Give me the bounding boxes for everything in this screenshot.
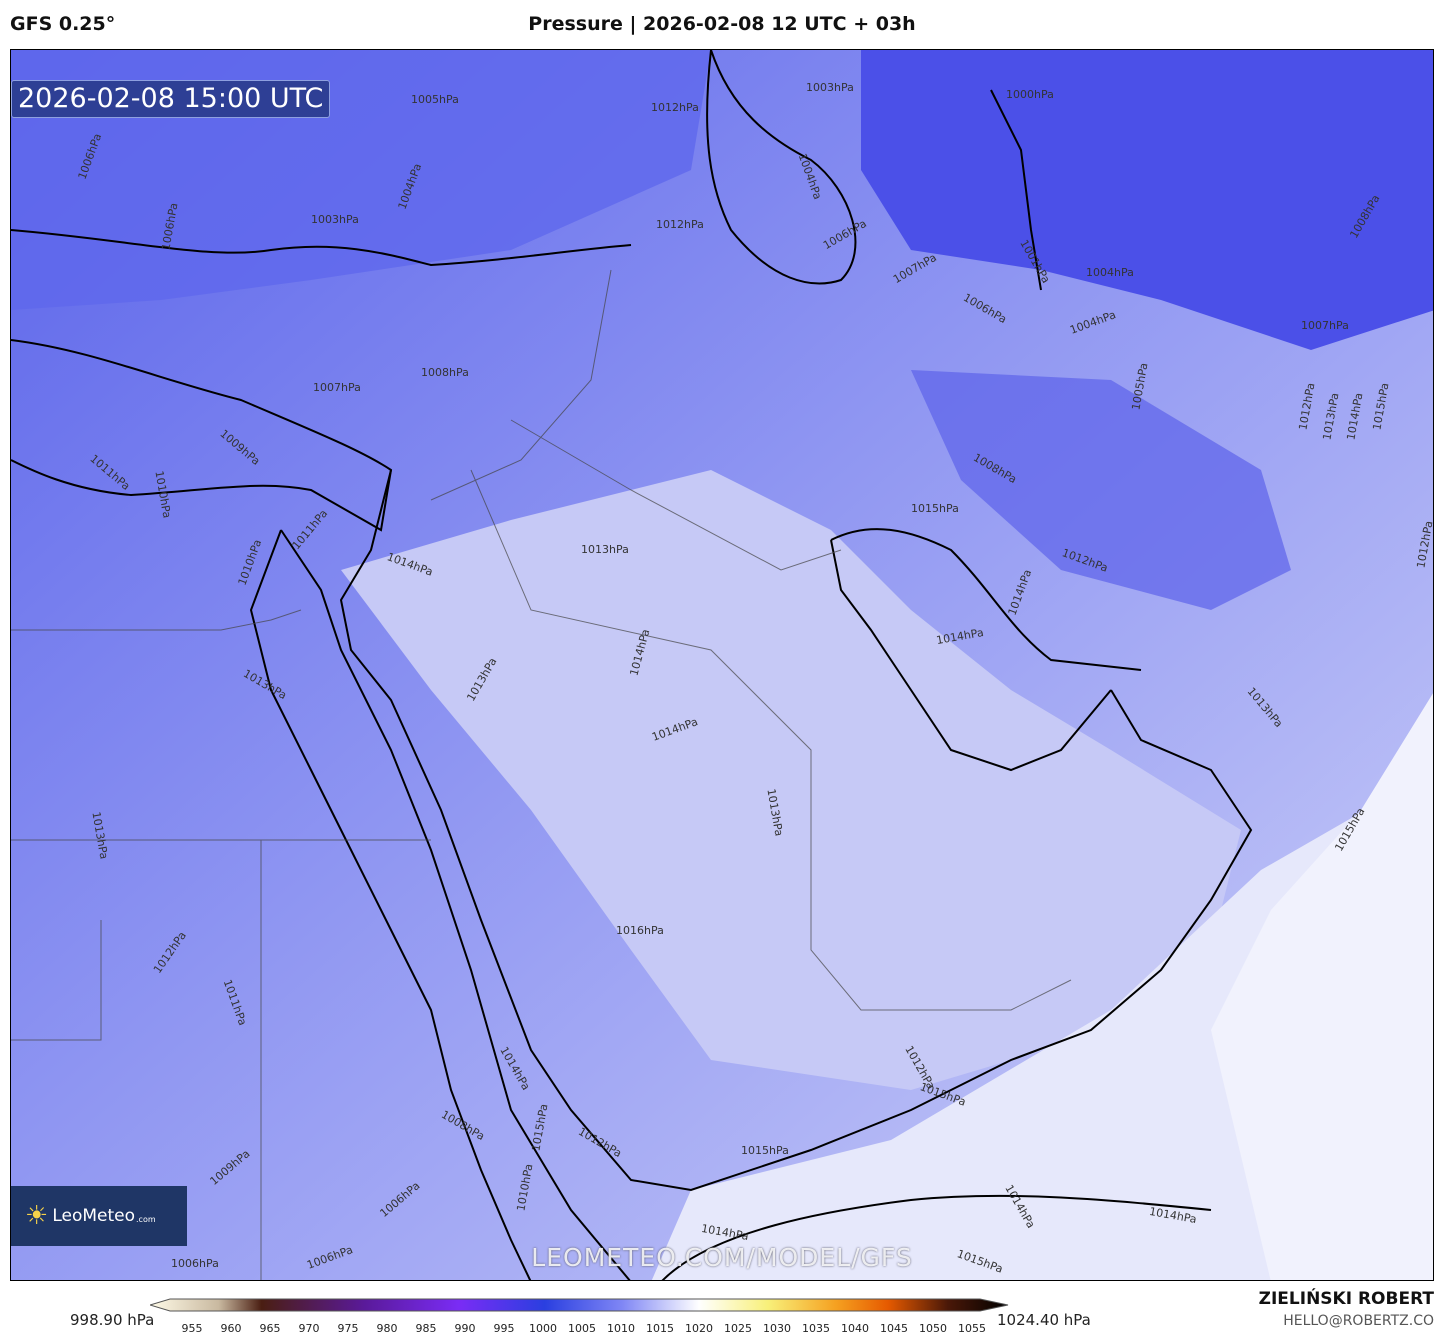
contour-label: 1012hPa: [656, 218, 704, 231]
contour-label: 1006hPa: [171, 1257, 219, 1270]
contour-label: 1004hPa: [1086, 266, 1134, 279]
logo-suffix: .com: [136, 1214, 156, 1224]
contour-label: 1015hPa: [911, 502, 959, 515]
colorbar-tick: 1040: [841, 1322, 869, 1335]
valid-time-stamp: 2026-02-08 15:00 UTC: [11, 80, 331, 118]
colorbar-tick: 1015: [646, 1322, 674, 1335]
high-pressure-area: [341, 470, 1241, 1090]
colorbar-tick: 1050: [919, 1322, 947, 1335]
colorbar-tick: 970: [298, 1322, 320, 1335]
contour-label: 1005hPa: [411, 93, 459, 106]
contour-label: 1003hPa: [806, 81, 854, 94]
colorbar-min-label: 998.90 hPa: [70, 1311, 155, 1329]
low-pressure-area: [911, 370, 1291, 610]
high-pressure-area: [1211, 693, 1433, 1280]
contour-label: 1012hPa: [651, 101, 699, 114]
colorbar-tick: 985: [415, 1322, 437, 1335]
map-canvas: [11, 50, 1433, 1280]
colorbar-max-label: 1024.40 hPa: [997, 1311, 1091, 1329]
watermark: LEOMETEO.COM/MODEL/GFS: [531, 1243, 913, 1272]
leometeo-logo[interactable]: ☀ LeoMeteo .com: [11, 1186, 187, 1246]
colorbar-tick: 980: [376, 1322, 398, 1335]
contour-label: 1003hPa: [311, 213, 359, 226]
colorbar-tick: 1035: [802, 1322, 830, 1335]
author-email[interactable]: HELLO@ROBERTZ.CO: [1283, 1313, 1434, 1329]
colorbar-tick: 1005: [568, 1322, 596, 1335]
colorbar-tick: 965: [259, 1322, 281, 1335]
contour-label: 1007hPa: [313, 381, 361, 394]
coastlines: [11, 50, 1253, 1280]
contour-label: 1016hPa: [616, 924, 664, 937]
contour-label: 1015hPa: [741, 1144, 789, 1157]
contour-label: 1008hPa: [421, 366, 469, 379]
colorbar-tick: 1045: [880, 1322, 908, 1335]
colorbar-tick: 1055: [958, 1322, 986, 1335]
contour-label: 1013hPa: [581, 543, 629, 556]
colorbar-tick: 960: [220, 1322, 242, 1335]
contour-label: 1007hPa: [1301, 319, 1349, 332]
chart-title: Pressure | 2026-02-08 12 UTC + 03h: [528, 13, 916, 35]
logo-text: LeoMeteo: [52, 1206, 135, 1226]
borders: [11, 269, 1072, 1280]
author-credit: ZIELIŃSKI ROBERT: [1258, 1289, 1434, 1309]
low-pressure-area: [861, 50, 1433, 350]
colorbar-tick: 1010: [607, 1322, 635, 1335]
colorbar-tick: 1030: [763, 1322, 791, 1335]
colorbar-tick: 1025: [724, 1322, 752, 1335]
sun-icon: ☀: [25, 1201, 49, 1231]
colorbar-tick: 995: [493, 1322, 515, 1335]
colorbar-tick: 1000: [529, 1322, 557, 1335]
colorbar-tick: 990: [454, 1322, 476, 1335]
colorbar: [150, 1298, 1009, 1312]
colorbar-tick: 975: [337, 1322, 359, 1335]
model-label: GFS 0.25°: [10, 13, 116, 35]
colorbar-tick: 1020: [685, 1322, 713, 1335]
contour-label: 1000hPa: [1006, 88, 1054, 101]
pressure-map: 1005hPa 1012hPa 1003hPa 1000hPa 1006hPa 1006h…: [10, 49, 1434, 1281]
high-pressure-area: [651, 771, 1433, 1280]
colorbar-tick: 955: [181, 1322, 203, 1335]
